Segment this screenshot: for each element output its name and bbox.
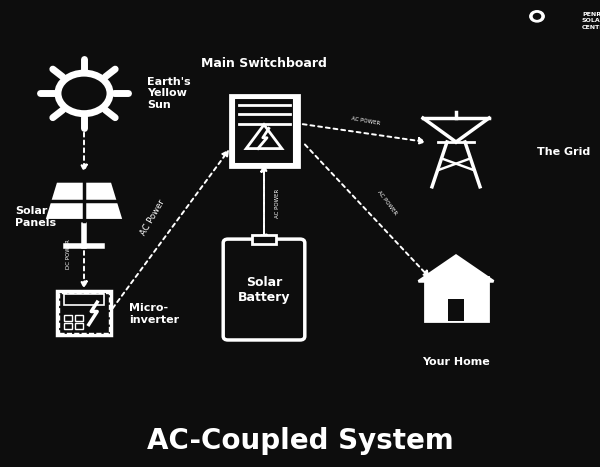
- Text: The Grid: The Grid: [537, 147, 590, 157]
- Polygon shape: [246, 125, 282, 149]
- FancyBboxPatch shape: [59, 292, 109, 333]
- FancyBboxPatch shape: [425, 276, 487, 321]
- FancyBboxPatch shape: [64, 315, 72, 321]
- FancyBboxPatch shape: [64, 323, 72, 330]
- Circle shape: [530, 11, 544, 22]
- FancyBboxPatch shape: [57, 290, 111, 335]
- Text: Earth's
Yellow
Sun: Earth's Yellow Sun: [147, 77, 191, 110]
- FancyBboxPatch shape: [75, 315, 83, 321]
- Text: Solar
Panels: Solar Panels: [15, 206, 56, 228]
- Polygon shape: [44, 181, 125, 221]
- Text: DC POWER: DC POWER: [67, 240, 71, 269]
- FancyBboxPatch shape: [223, 239, 305, 340]
- Text: Main Switchboard: Main Switchboard: [201, 57, 327, 70]
- Text: AC POWER: AC POWER: [351, 116, 381, 127]
- Text: AC POWER: AC POWER: [275, 189, 280, 218]
- FancyBboxPatch shape: [229, 94, 299, 167]
- FancyBboxPatch shape: [234, 98, 295, 164]
- Circle shape: [533, 14, 541, 19]
- FancyBboxPatch shape: [253, 235, 275, 244]
- Text: AC Power: AC Power: [139, 198, 167, 237]
- Text: AC-Coupled System: AC-Coupled System: [146, 427, 454, 455]
- Text: Solar
Battery: Solar Battery: [238, 276, 290, 304]
- Text: Your Home: Your Home: [422, 357, 490, 367]
- Text: AC POWER: AC POWER: [376, 190, 398, 216]
- Polygon shape: [419, 256, 493, 281]
- Text: PENRITH
SOLAR
CENTRE: PENRITH SOLAR CENTRE: [582, 12, 600, 30]
- FancyBboxPatch shape: [448, 299, 464, 321]
- FancyBboxPatch shape: [75, 323, 83, 330]
- FancyBboxPatch shape: [64, 295, 104, 304]
- Text: Micro-
inverter: Micro- inverter: [129, 303, 179, 325]
